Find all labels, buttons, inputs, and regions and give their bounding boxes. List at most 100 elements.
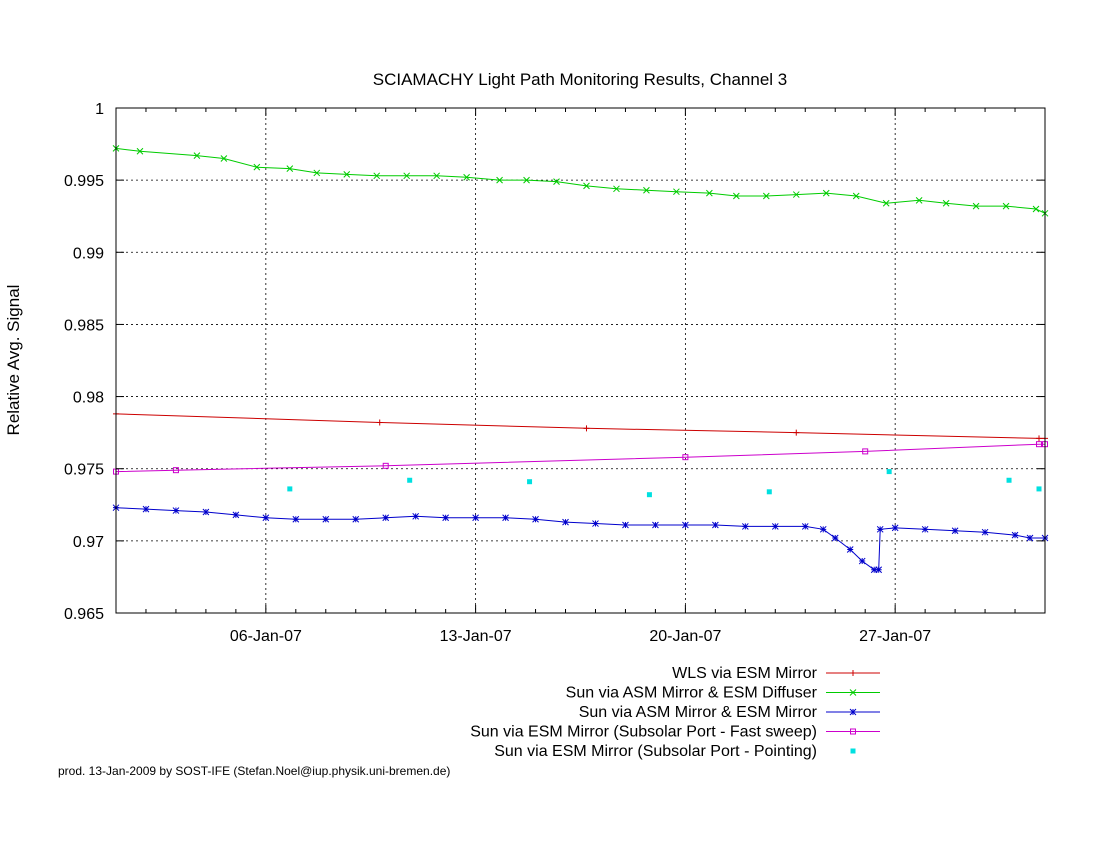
data-point — [562, 518, 569, 526]
legend-swatch-marker — [850, 728, 856, 735]
legend-label: Sun via ESM Mirror (Subsolar Port - Fast… — [470, 724, 817, 741]
data-point — [172, 507, 180, 514]
data-point — [496, 176, 503, 184]
x-tick-label: 13-Jan-07 — [440, 628, 512, 645]
legend: WLS via ESM Mirror Sun via ASM Mirror & E… — [470, 665, 880, 760]
data-point — [472, 514, 479, 522]
data-point — [875, 566, 883, 574]
data-point — [846, 546, 854, 553]
data-point — [382, 514, 390, 522]
y-axis: 0.965 0.97 0.975 0.98 0.985 0.99 0.995 1 — [64, 101, 1045, 623]
data-point — [870, 566, 878, 574]
data-point — [613, 185, 620, 193]
data-point — [771, 523, 779, 530]
data-point — [463, 173, 470, 181]
data-point — [220, 155, 228, 162]
data-point — [376, 419, 383, 426]
data-point — [706, 189, 713, 197]
data-point — [1036, 441, 1043, 448]
data-point — [583, 425, 590, 432]
grid-lines — [116, 108, 1045, 613]
data-point — [981, 528, 989, 536]
data-point — [343, 171, 351, 178]
y-tick-label: 0.99 — [73, 245, 104, 262]
series-2 — [112, 145, 1049, 217]
series-1 — [113, 410, 1048, 442]
series-line — [115, 443, 1045, 473]
series-3 — [112, 504, 1049, 574]
data-point — [313, 169, 321, 177]
data-point — [646, 492, 652, 498]
y-tick-label: 0.965 — [64, 606, 104, 623]
series-line — [115, 507, 1045, 571]
data-point — [622, 521, 629, 529]
data-point — [972, 202, 980, 210]
data-point — [532, 515, 539, 523]
legend-swatch-marker — [850, 670, 856, 676]
data-point — [822, 189, 830, 197]
legend-label: Sun via ASM Mirror & ESM Mirror — [579, 704, 818, 721]
chart-title: SCIAMACHY Light Path Monitoring Results,… — [373, 70, 788, 89]
x-tick-label: 27-Jan-07 — [859, 628, 931, 645]
data-point — [862, 448, 869, 455]
data-point — [915, 196, 923, 204]
y-tick-label: 0.975 — [64, 462, 104, 479]
data-point — [322, 515, 330, 523]
legend-label: Sun via ASM Mirror & ESM Diffuser — [566, 685, 818, 702]
data-point — [673, 188, 680, 196]
data-point — [891, 524, 899, 532]
data-point — [852, 192, 860, 200]
data-point — [1036, 435, 1043, 442]
data-point — [433, 172, 441, 180]
y-tick-label: 1 — [95, 101, 104, 118]
data-point — [819, 525, 827, 533]
data-point — [762, 192, 770, 200]
footer-credit: prod. 13-Jan-2009 by SOST-IFE (Stefan.No… — [58, 764, 450, 778]
data-point — [202, 508, 210, 516]
data-point — [253, 163, 261, 171]
data-point — [403, 172, 411, 180]
x-tick-label: 20-Jan-07 — [649, 628, 721, 645]
legend-swatch-marker — [850, 748, 856, 754]
data-point — [502, 514, 509, 522]
y-tick-label: 0.98 — [73, 390, 104, 407]
data-point — [172, 467, 179, 474]
data-point — [407, 477, 413, 483]
data-point — [352, 515, 360, 523]
data-point — [831, 534, 839, 542]
data-point — [652, 521, 659, 529]
data-point — [682, 454, 689, 461]
data-point — [921, 525, 929, 533]
series-line — [115, 147, 1046, 214]
data-point — [1036, 486, 1042, 492]
data-point — [442, 514, 449, 522]
data-point — [732, 192, 740, 200]
data-point — [287, 486, 293, 492]
plot-frame — [115, 107, 1046, 614]
x-axis: 06-Jan-07 13-Jan-07 20-Jan-07 27-Jan-07 — [115, 108, 1046, 645]
data-point — [136, 147, 144, 155]
data-point — [262, 514, 270, 522]
x-tick-label: 06-Jan-07 — [230, 628, 302, 645]
data-point — [643, 186, 650, 194]
data-point — [527, 479, 533, 485]
data-point — [412, 512, 420, 520]
data-point — [292, 515, 300, 523]
data-point — [583, 182, 590, 190]
data-point — [382, 462, 389, 469]
series-5 — [287, 469, 1042, 498]
data-point — [592, 520, 599, 527]
data-point — [682, 521, 689, 529]
series-4 — [113, 441, 1048, 475]
y-tick-label: 0.97 — [73, 534, 104, 551]
data-point — [142, 505, 150, 513]
series-line — [115, 413, 1045, 439]
y-axis-label: Relative Avg. Signal — [4, 285, 23, 436]
data-point — [712, 521, 719, 529]
data-point — [373, 172, 381, 180]
data-point — [553, 178, 560, 185]
legend-label: Sun via ESM Mirror (Subsolar Port - Poin… — [494, 743, 817, 760]
data-point — [523, 176, 530, 184]
data-point — [286, 165, 294, 172]
